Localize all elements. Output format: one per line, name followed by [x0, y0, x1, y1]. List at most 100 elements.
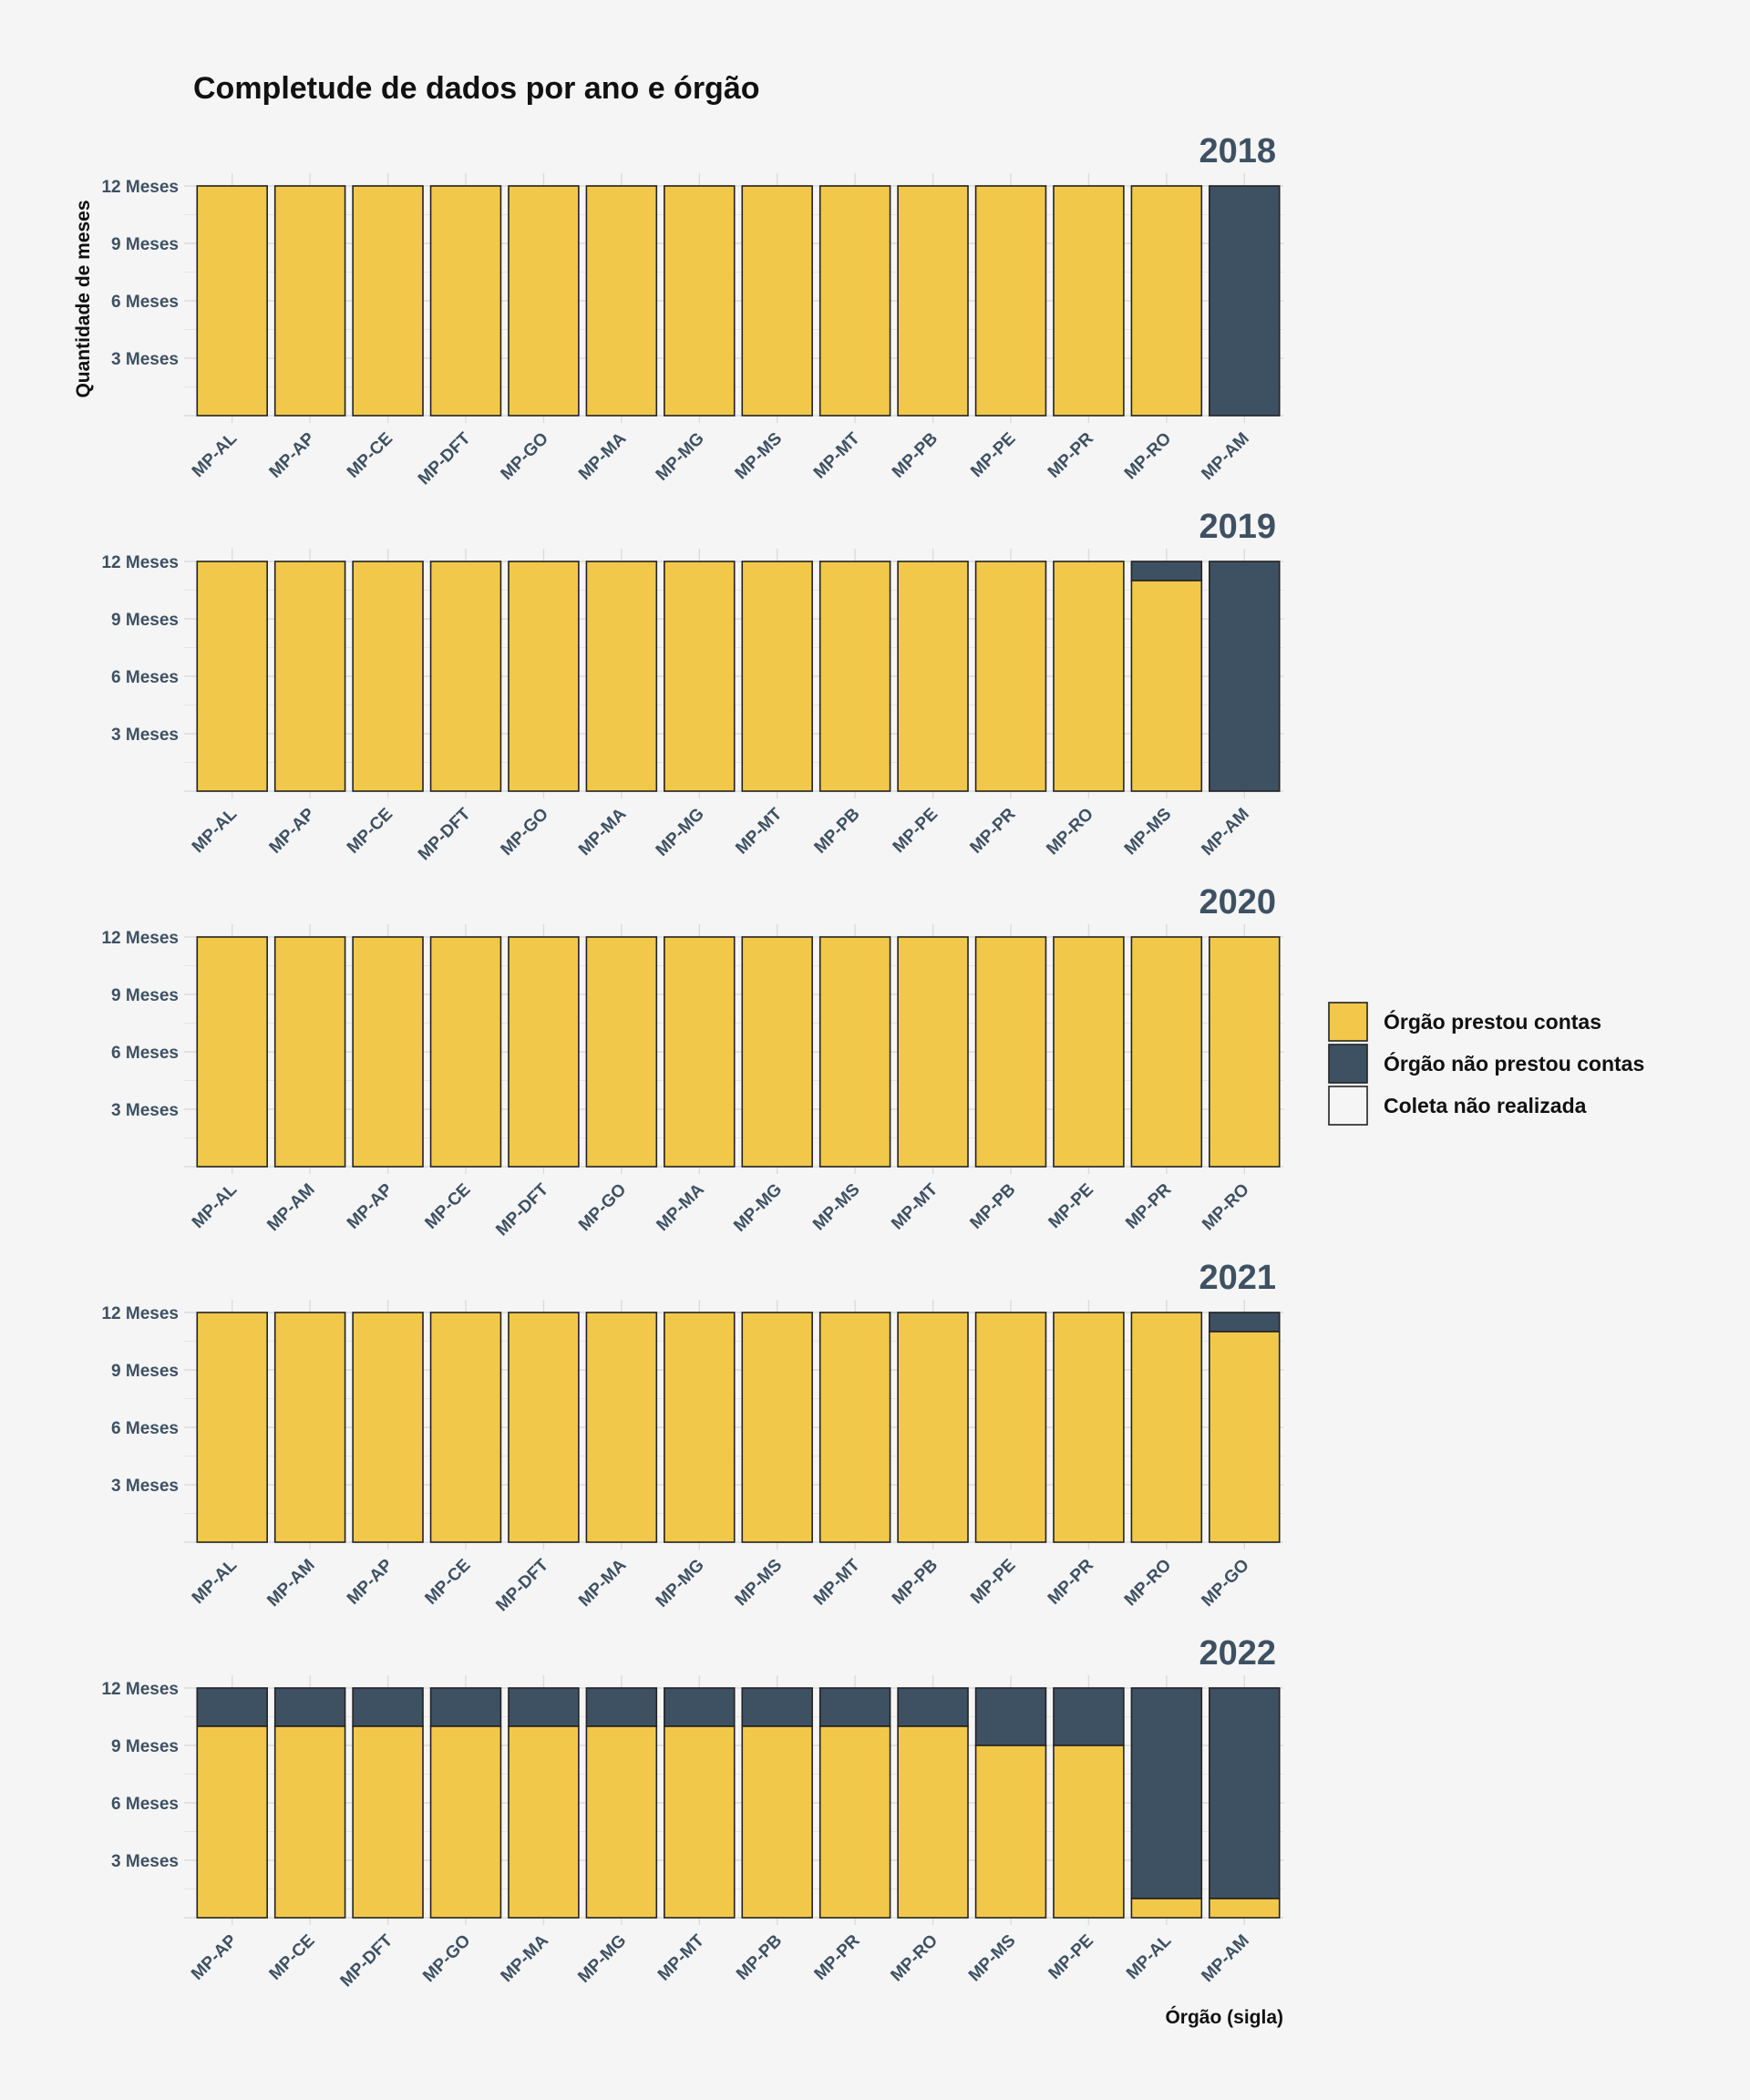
y-tick-label: 12 Meses [101, 929, 179, 948]
y-tick-label: 12 Meses [101, 1680, 179, 1699]
bar-2018-MP-MT-prestou [818, 185, 891, 417]
y-tick-label: 6 Meses [111, 293, 179, 312]
legend-label-prestou: Órgão prestou contas [1384, 1009, 1601, 1034]
bar-2018-MP-PE-prestou [974, 185, 1047, 417]
bar-2020-MP-MS-prestou [818, 936, 891, 1168]
y-tick-label: 6 Meses [111, 1044, 179, 1063]
bar-2020-MP-PB-prestou [974, 936, 1047, 1168]
bar-2019-MP-AP-prestou [273, 561, 346, 792]
bar-2019-MP-CE-prestou [352, 561, 424, 792]
bar-2021-MP-CE-prestou [429, 1312, 502, 1543]
bar-2022-MP-DFT-prestou [352, 1725, 424, 1919]
year-label-2019: 2019 [1199, 508, 1276, 546]
bar-2022-MP-RO-nao-prestou [897, 1687, 969, 1727]
y-axis-title: Quantidade de meses [73, 200, 94, 397]
bar-2022-MP-RO-prestou [897, 1725, 969, 1919]
y-tick-label: 12 Meses [101, 553, 179, 572]
bar-2019-MP-RO-prestou [1053, 561, 1125, 792]
bar-2022-MP-MA-prestou [508, 1725, 580, 1919]
bar-2021-MP-RO-prestou [1130, 1312, 1203, 1543]
bar-2018-MP-AL-prestou [196, 185, 268, 417]
bar-2022-MP-MT-prestou [664, 1725, 736, 1919]
y-tick-label: 3 Meses [111, 1852, 179, 1871]
bar-2021-MP-AP-prestou [352, 1312, 424, 1543]
bar-2019-MP-AL-prestou [196, 561, 268, 792]
bar-2021-MP-PR-prestou [1053, 1312, 1125, 1543]
bar-2018-MP-DFT-prestou [429, 185, 502, 417]
bar-2022-MP-AM-prestou [1209, 1898, 1281, 1919]
bar-2022-MP-AL-nao-prestou [1130, 1687, 1203, 1899]
bar-2022-MP-PR-nao-prestou [818, 1687, 891, 1727]
bar-2019-MP-MG-prestou [664, 561, 736, 792]
bar-2022-MP-AP-nao-prestou [196, 1687, 268, 1727]
bar-2022-MP-DFT-nao-prestou [352, 1687, 424, 1727]
bar-2021-MP-AL-prestou [196, 1312, 268, 1543]
bar-2022-MP-MT-nao-prestou [664, 1687, 736, 1727]
bar-2022-MP-GO-nao-prestou [429, 1687, 502, 1727]
bar-2022-MP-PR-prestou [818, 1725, 891, 1919]
bar-2022-MP-MG-prestou [585, 1725, 658, 1919]
bar-2019-MP-PE-prestou [897, 561, 969, 792]
y-tick-label: 6 Meses [111, 1795, 179, 1814]
y-tick-label: 9 Meses [111, 986, 179, 1005]
bar-2019-MP-MT-prestou [741, 561, 813, 792]
y-tick-label: 3 Meses [111, 1477, 179, 1496]
x-axis-title: Órgão (sigla) [1165, 2006, 1283, 2028]
y-tick-label: 9 Meses [111, 611, 179, 630]
bar-2020-MP-PR-prestou [1130, 936, 1203, 1168]
bar-2022-MP-CE-prestou [273, 1725, 346, 1919]
bar-2020-MP-GO-prestou [585, 936, 658, 1168]
bar-2019-MP-GO-prestou [508, 561, 580, 792]
bar-2019-MP-MS-prestou [1130, 580, 1203, 792]
bar-2019-MP-DFT-prestou [429, 561, 502, 792]
bar-2021-MP-MG-prestou [664, 1312, 736, 1543]
bar-2021-MP-PE-prestou [974, 1312, 1047, 1543]
bar-2019-MP-MS-nao-prestou [1130, 561, 1203, 582]
bar-2019-MP-PR-prestou [974, 561, 1047, 792]
bar-2020-MP-MG-prestou [741, 936, 813, 1168]
bar-2018-MP-CE-prestou [352, 185, 424, 417]
bar-2021-MP-DFT-prestou [508, 1312, 580, 1543]
y-tick-label: 12 Meses [101, 1304, 179, 1323]
bar-2021-MP-AM-prestou [273, 1312, 346, 1543]
y-tick-label: 9 Meses [111, 235, 179, 254]
y-tick-label: 12 Meses [101, 178, 179, 197]
bar-2020-MP-AM-prestou [273, 936, 346, 1168]
bar-2022-MP-AM-nao-prestou [1209, 1687, 1281, 1899]
bar-2020-MP-PE-prestou [1053, 936, 1125, 1168]
bar-2022-MP-AP-prestou [196, 1725, 268, 1919]
bar-2018-MP-PR-prestou [1053, 185, 1125, 417]
y-tick-label: 9 Meses [111, 1362, 179, 1381]
bar-2022-MP-GO-prestou [429, 1725, 502, 1919]
bar-2018-MP-GO-prestou [508, 185, 580, 417]
bar-2018-MP-AM-nao-prestou [1209, 185, 1281, 417]
bar-2019-MP-MA-prestou [585, 561, 658, 792]
bar-2021-MP-PB-prestou [897, 1312, 969, 1543]
bar-2019-MP-PB-prestou [818, 561, 891, 792]
bar-2020-MP-AL-prestou [196, 936, 268, 1168]
bar-2021-MP-MT-prestou [818, 1312, 891, 1543]
y-tick-label: 3 Meses [111, 726, 179, 745]
bar-2020-MP-DFT-prestou [508, 936, 580, 1168]
y-tick-label: 6 Meses [111, 1419, 179, 1438]
bar-2022-MP-PB-nao-prestou [741, 1687, 813, 1727]
bar-2022-MP-MS-nao-prestou [974, 1687, 1047, 1746]
legend: Órgão prestou contas Órgão não prestou co… [1328, 1002, 1644, 1126]
bar-2022-MP-PE-nao-prestou [1053, 1687, 1125, 1746]
bar-2022-MP-CE-nao-prestou [273, 1687, 346, 1727]
bar-2021-MP-GO-prestou [1209, 1331, 1281, 1543]
bar-2018-MP-MS-prestou [741, 185, 813, 417]
bar-2022-MP-MS-prestou [974, 1745, 1047, 1919]
bar-2019-MP-AM-nao-prestou [1209, 561, 1281, 792]
legend-label-nao_realizada: Coleta não realizada [1384, 1094, 1587, 1117]
bar-2022-MP-AL-prestou [1130, 1898, 1203, 1919]
bar-2021-MP-MA-prestou [585, 1312, 658, 1543]
bar-2021-MP-MS-prestou [741, 1312, 813, 1543]
bar-2022-MP-MA-nao-prestou [508, 1687, 580, 1727]
bar-2022-MP-PE-prestou [1053, 1745, 1125, 1919]
bar-2018-MP-AP-prestou [273, 185, 346, 417]
legend-swatch-nao_realizada [1328, 1086, 1368, 1126]
